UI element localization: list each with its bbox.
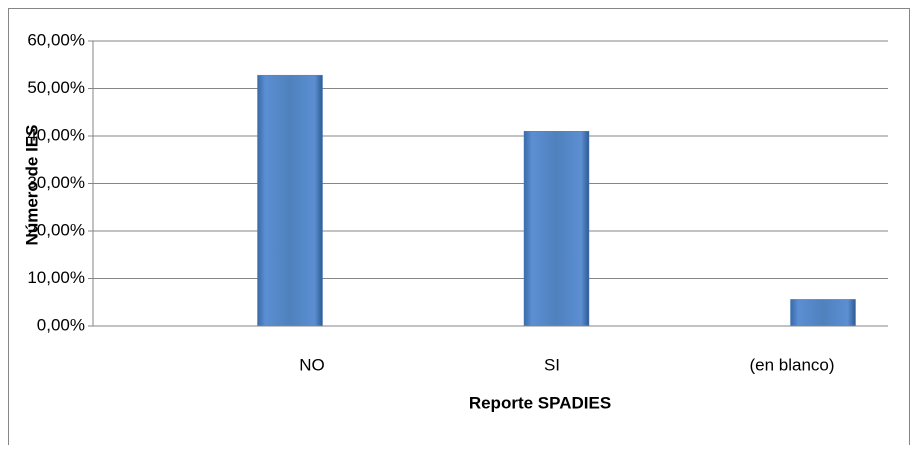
x-tick-label: (en blanco) — [749, 355, 834, 374]
y-tick-label: 50,00% — [27, 78, 85, 97]
bar — [257, 74, 323, 327]
y-tick-label: 60,00% — [27, 30, 85, 49]
y-tick-label: 20,00% — [27, 220, 85, 239]
y-tick-label: 0,00% — [37, 315, 85, 334]
y-axis-title: Número de IES — [22, 125, 41, 246]
y-tick-label: 10,00% — [27, 268, 85, 287]
y-tick-label: 30,00% — [27, 173, 85, 192]
bar — [790, 299, 856, 327]
bar — [523, 131, 590, 327]
x-tick-label: SI — [544, 355, 560, 374]
y-tick-label: 40,00% — [27, 125, 85, 144]
chart-border — [8, 8, 910, 450]
x-axis-title: Reporte SPADIES — [469, 393, 611, 412]
x-tick-label: NO — [299, 355, 325, 374]
